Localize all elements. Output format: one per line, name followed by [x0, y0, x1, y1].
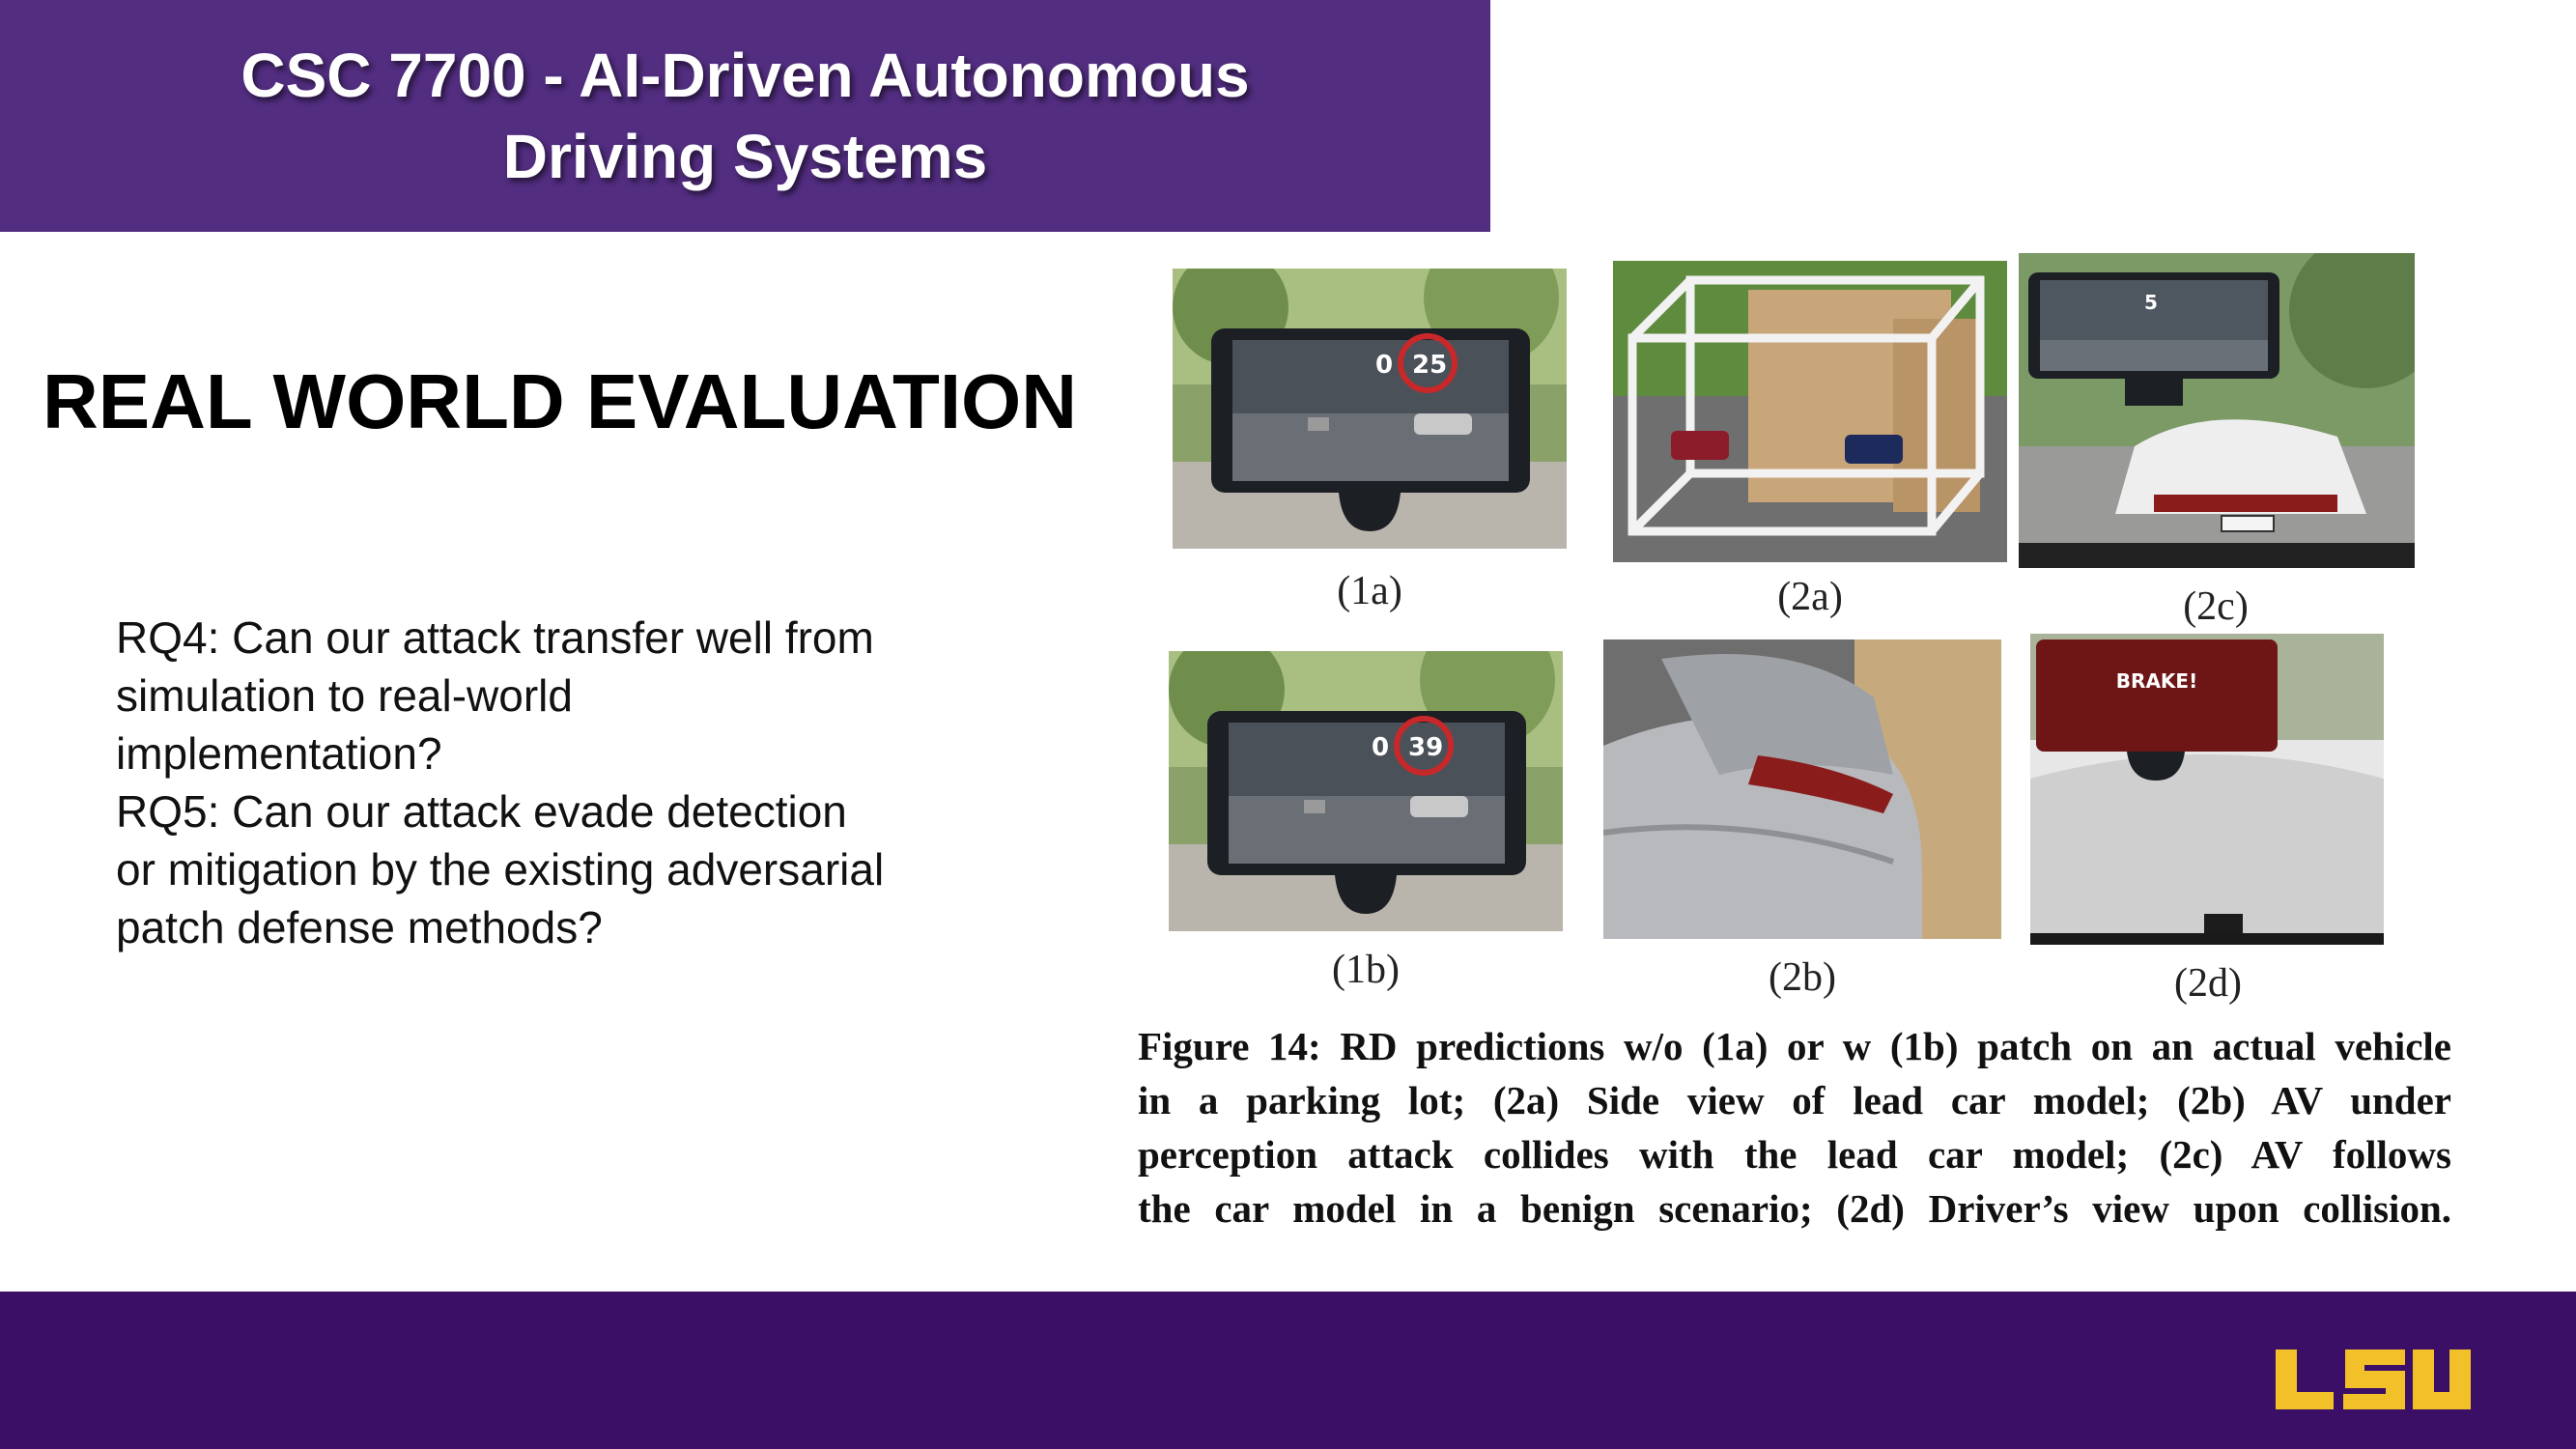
panel-label-1b: (1b) — [1332, 948, 1400, 992]
hud-value-1a: 25 — [1412, 351, 1447, 380]
hud-speed-1b: 0 — [1372, 733, 1389, 762]
header-title-line-2: Driving Systems — [502, 122, 988, 191]
caption-line: in a parking lot; (2a) Side view of lead… — [1138, 1078, 2451, 1122]
caption-line: the car model in a benign scenario; (2d)… — [1138, 1186, 2451, 1231]
lsu-logo — [2274, 1350, 2472, 1414]
caption-line: perception attack collides with the lead… — [1138, 1132, 2451, 1177]
hud-value-1b: 39 — [1408, 733, 1443, 762]
section-title: REAL WORLD EVALUATION — [42, 358, 1078, 444]
panel-label-2a: (2a) — [1777, 575, 1843, 619]
photo-1a-dashboard-without-patch: 0 25 — [1173, 269, 1567, 549]
hud-value-2c: 5 — [2144, 291, 2158, 314]
header-title-line-1: CSC 7700 - AI-Driven Autonomous — [241, 41, 1250, 110]
caption-line: Figure 14: RD predictions w/o (1a) or w … — [1138, 1024, 2451, 1068]
footer-bar — [0, 1292, 2576, 1449]
research-question-rq4: RQ4: Can our attack transfer well from s… — [116, 612, 874, 779]
photo-2d-driver-view: BRAKE! — [2030, 634, 2384, 945]
panel-label-2d: (2d) — [2174, 961, 2242, 1006]
panel-label-2b: (2b) — [1769, 955, 1836, 1000]
photo-2c-benign-following: 5 — [2019, 253, 2415, 568]
research-question-rq5: RQ5: Can our attack evade detection or m… — [116, 786, 885, 952]
research-questions: RQ4: Can our attack transfer well from s… — [116, 609, 889, 956]
photo-1b-dashboard-with-patch: 0 39 — [1169, 651, 1563, 931]
panel-label-2c: (2c) — [2183, 584, 2249, 629]
hud-speed-1a: 0 — [1375, 351, 1393, 380]
header-banner: CSC 7700 - AI-Driven Autonomous Driving … — [0, 0, 1490, 232]
panel-label-1a: (1a) — [1337, 569, 1402, 613]
slide-header-title: CSC 7700 - AI-Driven Autonomous Driving … — [241, 35, 1249, 197]
photo-2b-collision — [1603, 639, 2001, 939]
alert-text-2d: BRAKE! — [2116, 669, 2197, 693]
figure-caption: Figure 14: RD predictions w/o (1a) or w … — [1138, 1019, 2451, 1236]
photo-2a-lead-car-model — [1613, 261, 2007, 562]
